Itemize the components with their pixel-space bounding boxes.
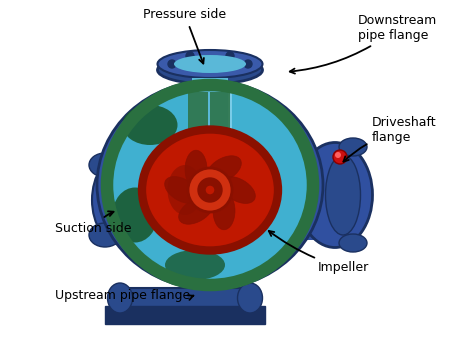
Circle shape (244, 60, 252, 68)
Ellipse shape (92, 155, 152, 245)
Text: Impeller: Impeller (269, 231, 369, 274)
Ellipse shape (326, 155, 361, 235)
Text: Downstream
pipe flange: Downstream pipe flange (290, 14, 437, 73)
Ellipse shape (207, 156, 241, 183)
Ellipse shape (122, 105, 177, 145)
Ellipse shape (157, 56, 263, 84)
Ellipse shape (164, 176, 200, 203)
Ellipse shape (89, 223, 121, 247)
Circle shape (335, 152, 341, 158)
Bar (188, 82, 208, 151)
Circle shape (198, 178, 222, 202)
Ellipse shape (298, 142, 373, 247)
Bar (188, 92, 208, 171)
Ellipse shape (213, 192, 235, 230)
Bar (120, 288, 250, 308)
Ellipse shape (185, 150, 207, 188)
Circle shape (168, 60, 176, 68)
Ellipse shape (165, 250, 225, 280)
Ellipse shape (174, 55, 246, 73)
Bar (192, 78, 228, 201)
Circle shape (188, 168, 232, 212)
Ellipse shape (89, 153, 121, 177)
Ellipse shape (179, 197, 213, 224)
Ellipse shape (221, 176, 255, 203)
Polygon shape (300, 150, 325, 240)
Text: Suction side: Suction side (55, 211, 131, 235)
Circle shape (333, 150, 347, 164)
Circle shape (226, 52, 234, 60)
Circle shape (205, 185, 215, 195)
Bar (105, 306, 265, 324)
Ellipse shape (112, 187, 157, 242)
Ellipse shape (237, 283, 263, 313)
Bar (182, 80, 238, 198)
Ellipse shape (108, 283, 133, 313)
Text: Pressure side: Pressure side (144, 9, 227, 64)
Circle shape (186, 52, 194, 60)
Text: Upstream pipe flange: Upstream pipe flange (55, 289, 193, 301)
Bar (210, 92, 230, 171)
Ellipse shape (339, 234, 367, 252)
Ellipse shape (167, 165, 202, 215)
Ellipse shape (109, 87, 310, 283)
Bar (212, 82, 232, 151)
Ellipse shape (157, 50, 263, 78)
Bar (215, 184, 270, 196)
Ellipse shape (97, 81, 323, 289)
Ellipse shape (339, 138, 367, 156)
Text: Driveshaft
flange: Driveshaft flange (344, 116, 437, 162)
Ellipse shape (142, 130, 278, 251)
